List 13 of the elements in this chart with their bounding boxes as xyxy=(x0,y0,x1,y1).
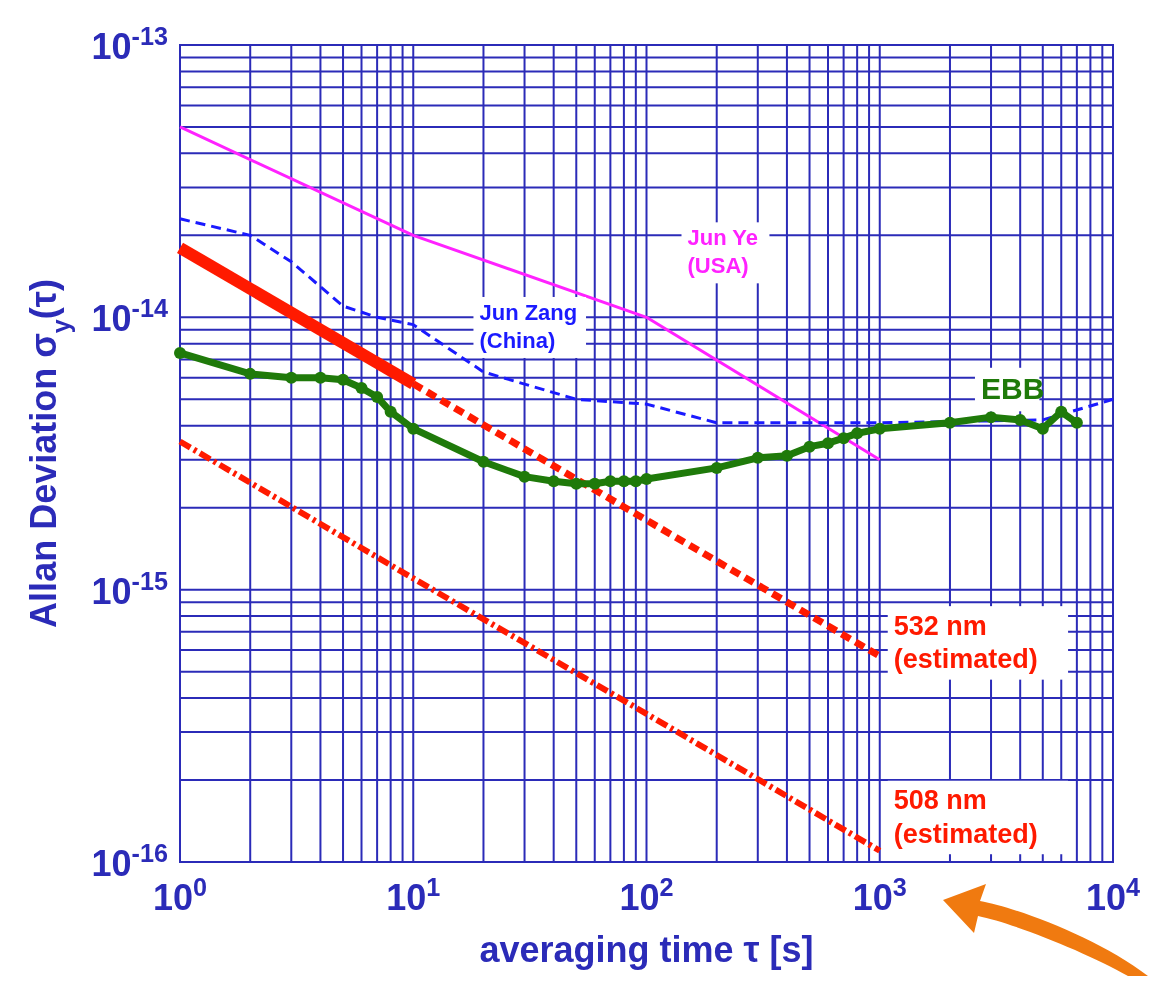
series-label: 532 nm (estimated) xyxy=(893,610,1038,675)
series-label: 508 nm (estimated) xyxy=(893,785,1038,849)
text: Jun Ye (USA) xyxy=(687,225,759,278)
x-tick-label: 10$^{4}$ xyxy=(1085,873,1141,918)
y-tick-label: 10$^{-13}$ xyxy=(91,22,168,67)
x-tick-label: 10$^{1}$ xyxy=(386,873,441,918)
x-tick-label: 10$^{3}$ xyxy=(852,873,907,918)
y-tick-label: 10$^{-14}$ xyxy=(91,294,168,340)
y-tick-label: 10$^{-15}$ xyxy=(91,566,168,612)
line-series xyxy=(178,125,882,462)
x-axis-title: averaging time τ [s] xyxy=(479,929,814,970)
x-tick-label: 10$^{2}$ xyxy=(619,873,674,918)
series-label: Jun Zang (China) xyxy=(479,300,578,353)
